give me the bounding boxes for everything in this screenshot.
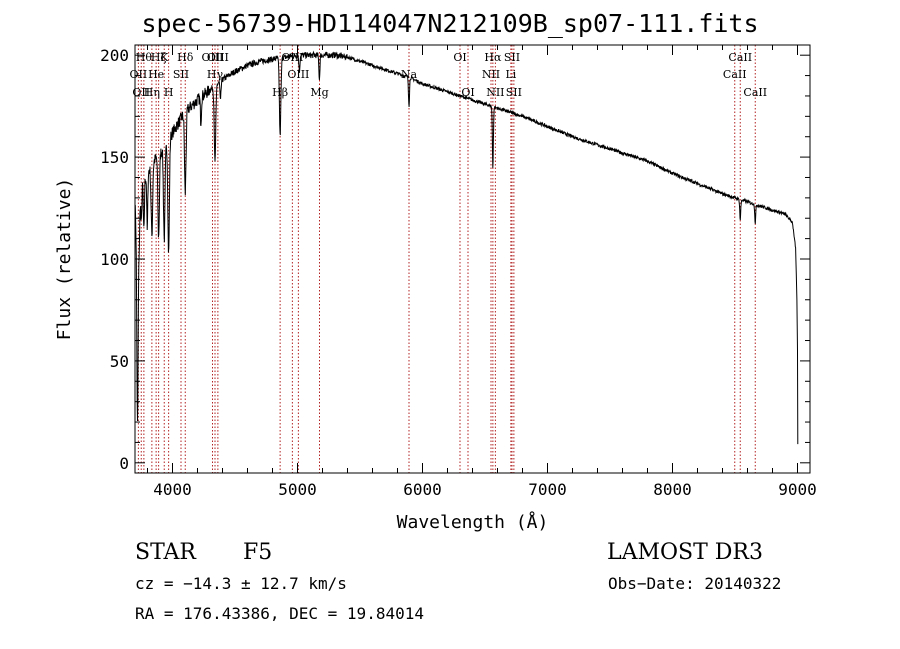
flux-line [134, 50, 799, 445]
spectral-line-label: CaII [743, 86, 767, 99]
flux-series [134, 50, 799, 445]
spectral-line-label: OIII [207, 51, 229, 64]
spectral-line-label: SII [506, 86, 522, 99]
spectral-line-label: OIII [201, 51, 223, 64]
redshift-readout: cz = −14.3 ± 12.7 km/s [135, 574, 347, 593]
y-tick-label: 100 [100, 250, 129, 269]
spectral-line-label: OI [461, 86, 474, 99]
x-tick-label: 9000 [778, 480, 817, 499]
spectral-line-label: Hζ [151, 51, 167, 64]
x-axis-label: Wavelength (Å) [397, 511, 549, 533]
spectral-line-label: Hθ [136, 51, 153, 64]
y-axis-label: Flux (relative) [54, 178, 75, 341]
spectral-line-label: Hγ [207, 68, 224, 81]
object-class: STAR [135, 540, 196, 565]
spectral-line-label: NII [486, 86, 504, 99]
survey-name: LAMOST DR3 [607, 540, 763, 565]
y-tick-label: 200 [100, 46, 129, 65]
y-tick-label: 50 [110, 352, 129, 371]
tick-labels: 4000 5000 6000 7000 8000 9000 0 50 100 150 200 [100, 46, 817, 499]
chart-title: spec-56739-HD114047N212109B_sp07-111.fit… [141, 9, 759, 38]
plot-frame [134, 44, 811, 474]
spectral-line-label: OII [132, 86, 150, 99]
spectral-line-markers [137, 45, 756, 473]
spectral-line-label: Hδ [177, 51, 194, 64]
spectral-line-label: OIII [287, 68, 309, 81]
axis-ticks [135, 45, 810, 473]
spectral-line-label: OIII [281, 51, 303, 64]
spectral-line-label: He [148, 68, 164, 81]
spectral-line-label: OI [453, 51, 466, 64]
spectral-line-label: CaII [728, 51, 752, 64]
y-tick-label: 0 [119, 454, 129, 473]
object-subclass: F5 [243, 540, 273, 565]
spectral-line-label: CaII [723, 68, 747, 81]
spectral-line-label: Na [401, 68, 418, 81]
y-tick-label: 150 [100, 148, 129, 167]
spectral-line-label: Hη [144, 86, 160, 99]
spectral-line-label: Hβ [272, 86, 288, 99]
spectral-line-label: Mg [310, 86, 328, 99]
spectral-line-label: H [164, 86, 174, 99]
spectral-line-label: K [160, 51, 169, 64]
x-tick-label: 8000 [653, 480, 692, 499]
x-tick-label: 7000 [528, 480, 567, 499]
x-tick-label: 6000 [403, 480, 442, 499]
coordinates-readout: RA = 176.43386, DEC = 19.84014 [135, 604, 424, 623]
observation-date: Obs−Date: 20140322 [608, 574, 782, 593]
x-tick-label: 5000 [278, 480, 317, 499]
spectral-line-label: SII [173, 68, 189, 81]
spectral-line-label: OII [130, 68, 148, 81]
x-tick-label: 4000 [153, 480, 192, 499]
spectral-line-label: NII [482, 68, 500, 81]
spectral-line-label: SII [504, 51, 520, 64]
spectral-line-label: Hα [484, 51, 502, 64]
spectral-line-label: Li [505, 68, 516, 81]
